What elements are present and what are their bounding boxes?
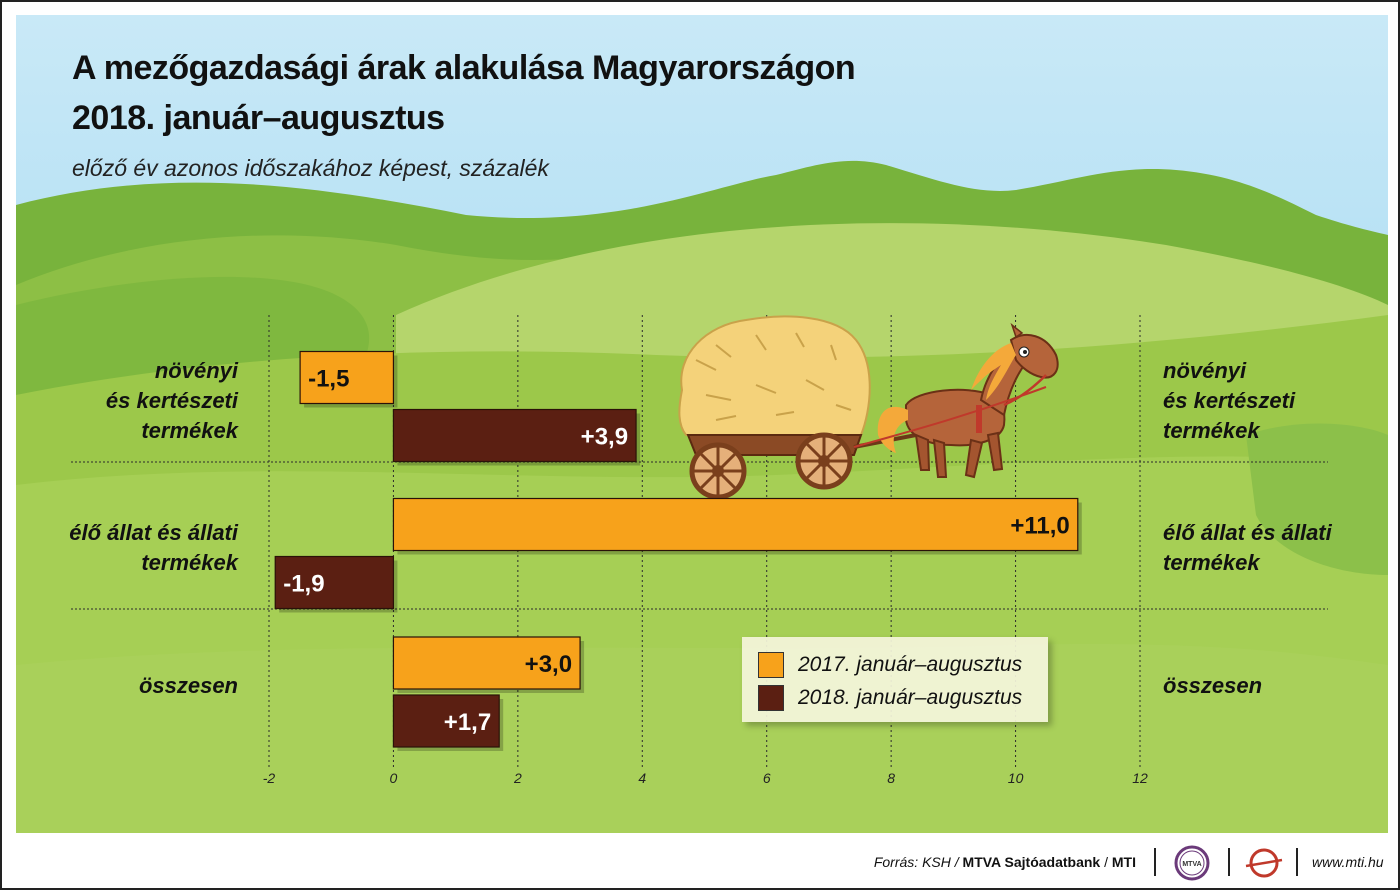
category-label-line: termékek — [1163, 417, 1260, 443]
source-separator: / — [1100, 854, 1112, 870]
bars — [274, 350, 1082, 751]
bar-chart: -1,5 +3,9 +11,0 -1,9 +3,0 +1,7 -2 0 2 4 6 8 10 12 — [71, 315, 1328, 786]
x-tick-label: 2 — [513, 770, 522, 786]
category-label: összesen — [1163, 671, 1388, 701]
mtva-logo: MTVA — [1174, 845, 1210, 881]
category-label-line: élő állat és állati — [1163, 519, 1332, 545]
bar-2017 — [392, 636, 581, 690]
bar-value-label: -1,5 — [308, 366, 349, 393]
bar-2018 — [392, 694, 500, 748]
chart-scene: A mezőgazdasági árak alakulása Magyarors… — [16, 15, 1388, 833]
source-mti: MTI — [1111, 854, 1136, 870]
bar-value-label: +11,0 — [1010, 513, 1069, 540]
category-label-line: élő állat és állati — [69, 519, 238, 545]
legend-swatch-2017 — [758, 652, 784, 678]
bar-2018 — [274, 555, 395, 610]
x-tick-label: 6 — [763, 770, 771, 786]
bar-2018 — [392, 408, 637, 463]
legend-item-2018: 2018. január–augusztus — [758, 684, 1022, 712]
category-label-line: összesen — [138, 673, 238, 698]
x-tick-label: -2 — [263, 770, 276, 786]
bar-value-labels: -1,5 +3,9 +11,0 -1,9 +3,0 +1,7 — [283, 366, 1070, 737]
legend: 2017. január–augusztus 2018. január–augu… — [742, 637, 1048, 722]
footer: Forrás: KSH / MTVA Sajtóadatbank / MTI M… — [2, 838, 1398, 888]
footer-separator — [1296, 848, 1298, 876]
bar-value-label: +3,0 — [525, 651, 572, 678]
mtva-logo-text: MTVA — [1182, 861, 1201, 868]
legend-swatch-2018 — [758, 685, 784, 711]
category-label-line: termékek — [1163, 549, 1260, 575]
footer-separator — [1228, 848, 1230, 876]
x-tick-label: 12 — [1132, 770, 1148, 786]
bar-value-label: +3,9 — [581, 424, 628, 451]
category-label-line: és kertészeti — [1163, 387, 1296, 413]
category-label: élő állat és állati termékek — [16, 518, 238, 578]
category-label-line: termékek — [141, 417, 238, 443]
source-credit: Forrás: KSH / MTVA Sajtóadatbank / MTI — [874, 854, 1136, 870]
category-label: növényi és kertészeti termékek — [16, 356, 238, 446]
legend-label-2018: 2018. január–augusztus — [798, 686, 1023, 709]
chart-subtitle: előző év azonos időszakához képest, száz… — [72, 155, 549, 181]
x-tick-label: 0 — [390, 770, 398, 786]
category-label-line: összesen — [1163, 673, 1263, 698]
category-label-line: növényi — [154, 357, 238, 383]
footer-separator — [1154, 848, 1156, 876]
x-tick-label: 4 — [638, 770, 646, 786]
source-mtva: MTVA Sajtóadatbank — [962, 854, 1101, 870]
category-label-line: növényi — [1163, 357, 1247, 383]
category-label: összesen — [16, 671, 238, 701]
website-url: www.mti.hu — [1312, 854, 1384, 870]
bar-value-label: -1,9 — [283, 571, 324, 598]
category-label-line: és kertészeti — [105, 387, 238, 413]
category-label: növényi és kertészeti termékek — [1163, 356, 1388, 446]
x-tick-label: 8 — [887, 770, 895, 786]
chart-title-line2: 2018. január–augusztus — [72, 99, 445, 137]
category-label: élő állat és állati termékek — [1163, 518, 1388, 578]
x-tick-label: 10 — [1008, 770, 1024, 786]
bar-value-label: +1,7 — [444, 709, 491, 736]
legend-item-2017: 2017. január–augusztus — [758, 651, 1022, 679]
bar-2017 — [299, 350, 395, 405]
horse-cart-illustration — [678, 315, 1059, 500]
legend-label-2017: 2017. január–augusztus — [798, 653, 1023, 676]
x-tick-labels: -2 0 2 4 6 8 10 12 — [263, 770, 1148, 786]
category-label-line: termékek — [141, 549, 238, 575]
bar-2017 — [392, 497, 1079, 552]
source-prefix: Forrás: KSH / — [873, 854, 963, 870]
mti-logo — [1245, 848, 1283, 878]
chart-title-line1: A mezőgazdasági árak alakulása Magyarors… — [72, 49, 856, 87]
